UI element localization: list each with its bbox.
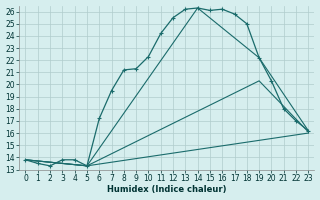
X-axis label: Humidex (Indice chaleur): Humidex (Indice chaleur)	[107, 185, 227, 194]
